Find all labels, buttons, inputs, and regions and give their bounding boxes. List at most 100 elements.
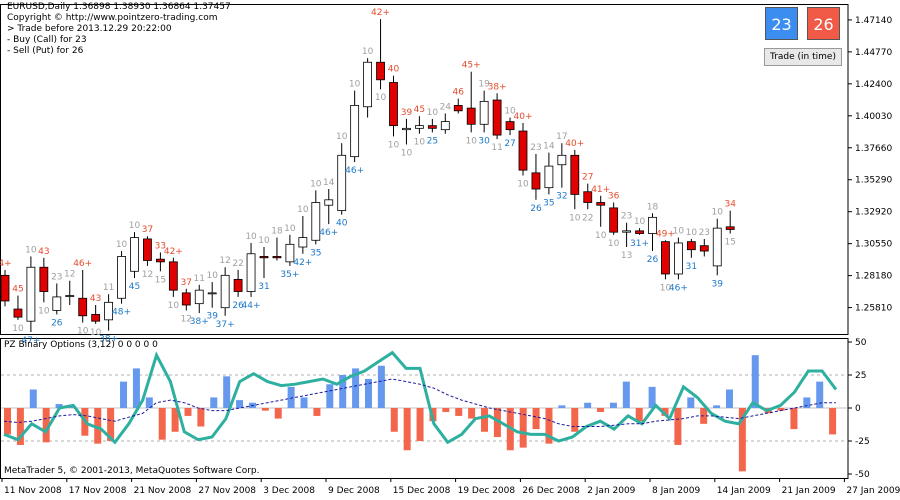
candle-top-label: 42+	[371, 8, 390, 18]
candle-top-label: 14	[323, 178, 335, 188]
histogram-bar	[352, 368, 360, 408]
candle-bottom-label: 10	[90, 328, 102, 338]
bull-candle	[350, 105, 360, 158]
candle-top-label: 46	[453, 88, 465, 98]
bull-candle	[440, 121, 450, 131]
candle-bottom-label: 10	[569, 213, 581, 223]
candle-bottom-label: 37+	[216, 320, 235, 330]
histogram-bar	[29, 389, 37, 408]
histogram-bar	[16, 408, 24, 445]
bull-candle	[557, 154, 567, 166]
candle-top-label: 19	[478, 80, 490, 90]
bear-candle	[492, 99, 502, 136]
bear-candle	[583, 191, 593, 203]
bull-candle	[622, 230, 631, 233]
histogram-bar	[790, 408, 798, 430]
x-axis-label: 19 Dec 2008	[458, 486, 516, 496]
trade-in-time-button[interactable]: Trade (in time)	[764, 48, 842, 66]
bear-candle	[699, 245, 709, 252]
candle-bottom-label: 15	[155, 275, 166, 285]
histogram-bar	[713, 405, 721, 408]
candle-top-label: 10	[297, 205, 309, 215]
candle-bottom-label: 10	[414, 138, 426, 148]
candle-top-label: 23	[51, 272, 62, 282]
histogram-bar	[390, 408, 398, 432]
indicator-axis-label: 50	[855, 338, 867, 348]
histogram-bar	[609, 402, 617, 408]
histogram-bar	[468, 408, 476, 419]
candle-top-label: 10	[504, 107, 516, 117]
bull-candle	[285, 243, 295, 263]
histogram-bar	[364, 378, 372, 408]
histogram-bar	[210, 397, 218, 408]
signal-line	[3, 378, 836, 427]
histogram-bar	[274, 408, 282, 419]
bear-candle	[13, 308, 23, 318]
candle-top-label: 10	[336, 132, 348, 142]
x-axis-label: 27 Jan 2009	[846, 486, 900, 496]
candle-top-label: 18	[271, 227, 283, 237]
candle-top-label: 10	[349, 80, 361, 90]
candle-bottom-label: 46+	[345, 166, 364, 176]
bear-candle	[453, 105, 463, 112]
x-axis-label: 27 Nov 2008	[198, 486, 256, 496]
bull-candle	[104, 301, 113, 321]
histogram-bar	[55, 404, 63, 408]
x-axis-label: 14 Jan 2009	[717, 486, 771, 496]
bear-candle	[466, 107, 476, 125]
candle-bottom-label: 10	[401, 149, 413, 159]
histogram-bar	[184, 408, 192, 416]
histogram-bar	[42, 408, 50, 443]
trade-before-line: > Trade before 2013.12.29 20:22:00	[7, 24, 172, 34]
candle-bottom-label: 30	[478, 136, 490, 146]
price-axis-label: 1.47140	[855, 16, 892, 26]
histogram-bar	[107, 408, 115, 441]
sell-put-button[interactable]: 26	[807, 7, 840, 40]
bull-candle	[414, 125, 424, 129]
candle-bottom-label: 35	[310, 248, 321, 258]
candle-bottom-label: 26	[51, 318, 63, 328]
bear-candle	[635, 230, 644, 234]
candle-top-label: 12	[219, 256, 230, 266]
candle-top-label: 39	[401, 108, 413, 118]
bear-candle	[686, 241, 696, 251]
candle-top-label: 10	[116, 240, 128, 250]
candle-bottom-label: 48+	[112, 308, 131, 318]
candle-top-label: 11	[194, 274, 205, 284]
price-axis-label: 1.32920	[855, 208, 892, 218]
candle-top-label: 43	[90, 294, 101, 304]
x-axis-label: 21 Jan 2009	[782, 486, 836, 496]
price-axis-label: 1.37660	[855, 144, 892, 154]
histogram-bar	[493, 408, 501, 438]
candle-bottom-label: 12	[142, 270, 153, 280]
candle-top-label: 27	[582, 173, 593, 183]
buy-call-button[interactable]: 23	[765, 7, 798, 40]
candle-bottom-label: 35+	[280, 270, 299, 280]
candle-bottom-label: 35	[543, 198, 554, 208]
candle-bottom-label: 39	[712, 279, 724, 289]
histogram-bar	[725, 389, 733, 408]
candle-bottom-label: 46+	[319, 228, 338, 238]
candle-top-label: 42+	[164, 247, 183, 257]
candle-top-label: 10	[686, 228, 698, 238]
bull-candle	[207, 292, 217, 295]
bear-candle	[181, 292, 191, 306]
candle-top-label: 10	[427, 108, 439, 118]
bull-candle	[324, 199, 334, 206]
candle-top-label: 40+	[565, 139, 584, 149]
histogram-bar	[442, 408, 450, 412]
bear-candle	[427, 125, 437, 129]
price-axis-label: 1.30550	[855, 240, 892, 250]
bull-candle	[117, 256, 126, 299]
candle-top-label: 10	[673, 227, 685, 237]
candle-top-label: 33	[155, 241, 166, 251]
candle-top-label: 10	[362, 47, 374, 57]
histogram-bar	[635, 408, 643, 422]
histogram-bar	[532, 408, 540, 430]
candle-top-label: 45	[414, 105, 425, 115]
candle-top-label: 45	[12, 285, 23, 295]
candle-bottom-label: 40	[336, 219, 348, 229]
histogram-bar	[313, 408, 321, 416]
histogram-bar	[145, 397, 153, 408]
candle-top-label: 24	[440, 103, 452, 113]
